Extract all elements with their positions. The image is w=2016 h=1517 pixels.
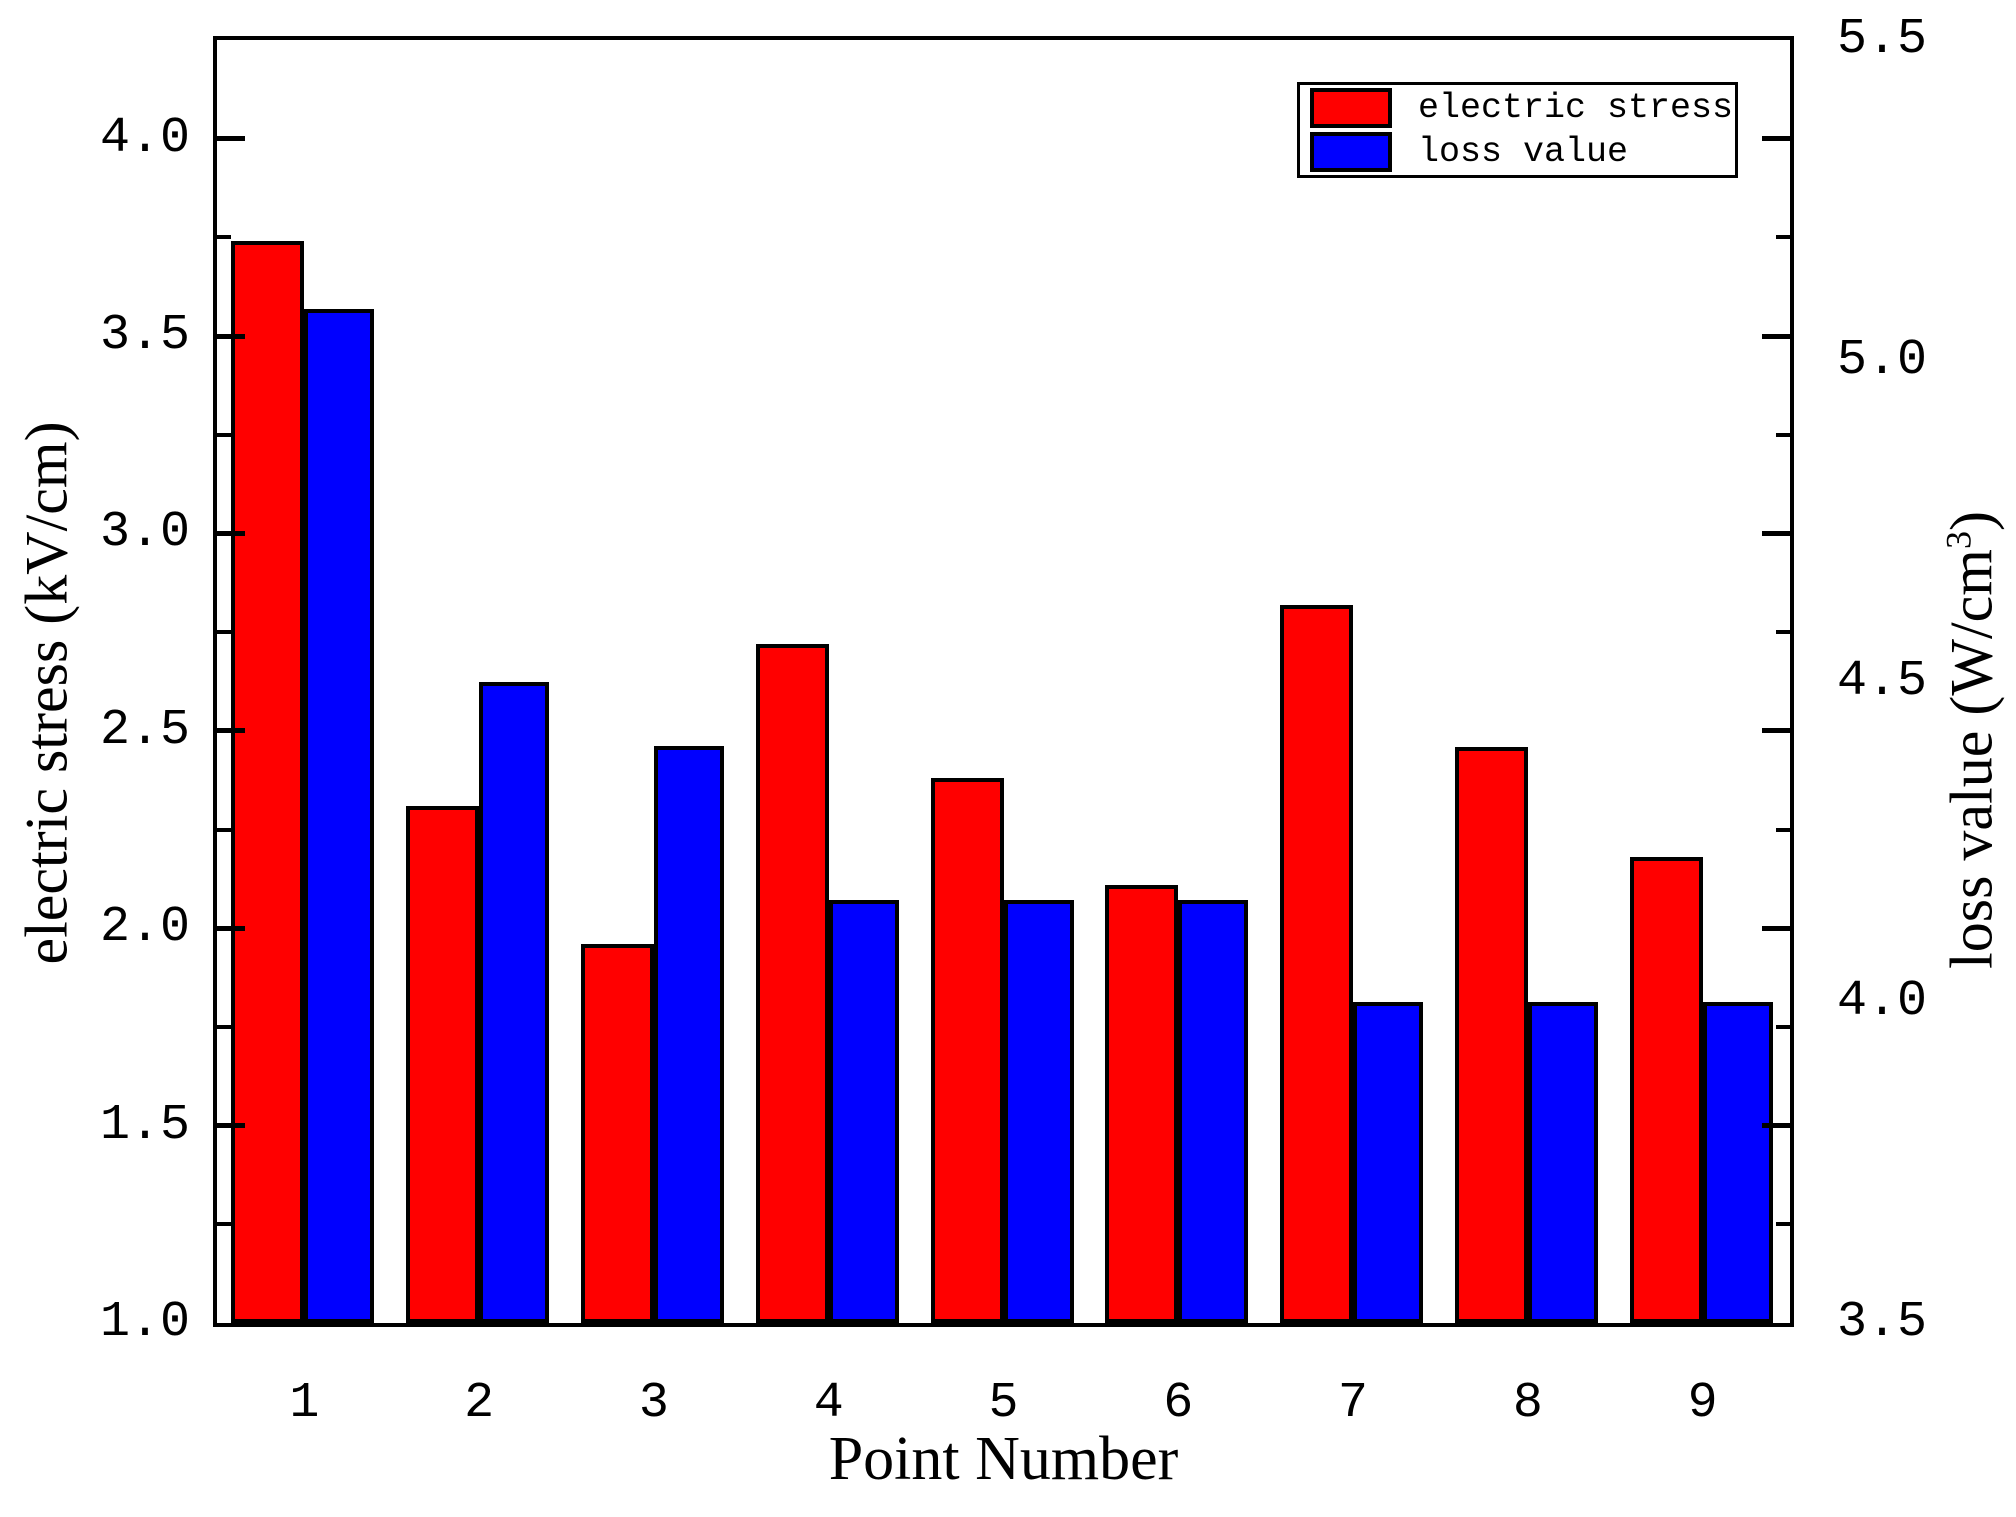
right-spine-major-tick xyxy=(1762,530,1790,536)
right-spine-minor-tick xyxy=(1776,1024,1790,1029)
x-tick-label-3: 3 xyxy=(638,1375,669,1432)
bar-loss-value-1 xyxy=(304,309,375,1323)
right-spine-minor-tick xyxy=(1776,1222,1790,1227)
x-tick-label-2: 2 xyxy=(464,1375,495,1432)
x-axis-title: Point Number xyxy=(828,1425,1179,1493)
legend-swatch-electric-stress xyxy=(1310,88,1392,128)
left-axis-major-tick xyxy=(217,530,245,536)
x-tick-label-9: 9 xyxy=(1687,1375,1718,1432)
left-axis-tick-label-3.5: 3.5 xyxy=(99,307,190,365)
bar-electric-stress-3 xyxy=(580,944,654,1323)
right-axis-tick-label-4.5: 4.5 xyxy=(1837,652,1928,710)
bar-loss-value-7 xyxy=(1353,1002,1424,1323)
bar-electric-stress-2 xyxy=(406,805,480,1323)
left-axis-tick-label-1.5: 1.5 xyxy=(99,1096,190,1154)
right-axis-tick-label-5.0: 5.0 xyxy=(1837,331,1928,389)
legend-swatch-loss-value xyxy=(1310,132,1392,172)
right-axis-title: loss value (W/cm3) xyxy=(1938,511,2007,969)
legend: electric stress loss value xyxy=(1297,82,1738,178)
left-axis-major-tick xyxy=(217,1123,245,1129)
bar-electric-stress-5 xyxy=(930,778,1004,1323)
left-axis-tick-label-1.0: 1.0 xyxy=(99,1294,190,1351)
bar-loss-value-2 xyxy=(479,681,550,1323)
right-spine-major-tick xyxy=(1762,1123,1790,1129)
right-spine-major-tick xyxy=(1762,925,1790,931)
left-axis-minor-tick xyxy=(217,1024,231,1029)
left-axis-minor-tick xyxy=(217,630,231,635)
right-axis-tick-label-5.5: 5.5 xyxy=(1837,11,1928,68)
left-axis-tick-label-2.5: 2.5 xyxy=(99,701,190,759)
bar-loss-value-4 xyxy=(828,899,899,1323)
bar-loss-value-8 xyxy=(1527,1002,1598,1323)
bar-loss-value-6 xyxy=(1178,899,1249,1323)
bar-loss-value-3 xyxy=(653,745,724,1323)
bar-loss-value-9 xyxy=(1702,1002,1773,1323)
right-spine-minor-tick xyxy=(1776,235,1790,240)
left-axis-major-tick xyxy=(217,136,245,142)
bar-electric-stress-6 xyxy=(1105,884,1179,1323)
bar-electric-stress-4 xyxy=(755,643,829,1323)
x-tick-label-4: 4 xyxy=(813,1375,844,1432)
left-axis-minor-tick xyxy=(217,235,231,240)
left-axis-minor-tick xyxy=(217,1222,231,1227)
x-tick-label-5: 5 xyxy=(988,1375,1019,1432)
left-axis-tick-label-4.0: 4.0 xyxy=(99,109,190,167)
bar-electric-stress-9 xyxy=(1629,857,1703,1323)
left-axis-title: electric stress (kV/cm) xyxy=(13,421,80,965)
bar-electric-stress-7 xyxy=(1280,604,1354,1323)
right-axis-tick-label-3.5: 3.5 xyxy=(1837,1294,1928,1351)
x-tick-label-6: 6 xyxy=(1163,1375,1194,1432)
legend-entry-electric-stress: electric stress xyxy=(1300,87,1735,129)
left-axis-major-tick xyxy=(217,925,245,931)
left-axis-minor-tick xyxy=(217,432,231,437)
x-tick-label-1: 1 xyxy=(289,1375,320,1432)
left-axis-tick-label-3.0: 3.0 xyxy=(99,504,190,562)
right-spine-major-tick xyxy=(1762,333,1790,339)
right-spine-minor-tick xyxy=(1776,630,1790,635)
x-tick-label-8: 8 xyxy=(1512,1375,1543,1432)
left-axis-minor-tick xyxy=(217,827,231,832)
left-axis-major-tick xyxy=(217,728,245,734)
bar-electric-stress-1 xyxy=(231,241,305,1323)
x-tick-label-7: 7 xyxy=(1338,1375,1369,1432)
right-spine-major-tick xyxy=(1762,728,1790,734)
bar-electric-stress-8 xyxy=(1454,746,1528,1323)
legend-label-electric-stress: electric stress xyxy=(1418,88,1734,128)
legend-label-loss-value: loss value xyxy=(1418,132,1629,172)
left-axis-major-tick xyxy=(217,333,245,339)
right-axis-title-text: loss value (W/cm xyxy=(1938,549,2005,969)
right-spine-minor-tick xyxy=(1776,827,1790,832)
right-axis-title-close-paren: ) xyxy=(1938,511,2005,532)
right-spine-minor-tick xyxy=(1776,432,1790,437)
right-axis-title-superscript: 3 xyxy=(1938,531,1979,550)
legend-entry-loss-value: loss value xyxy=(1300,131,1735,173)
right-spine-major-tick xyxy=(1762,136,1790,142)
left-axis-tick-label-2.0: 2.0 xyxy=(99,899,190,957)
right-axis-tick-label-4.0: 4.0 xyxy=(1837,973,1928,1031)
bar-loss-value-5 xyxy=(1003,899,1074,1323)
